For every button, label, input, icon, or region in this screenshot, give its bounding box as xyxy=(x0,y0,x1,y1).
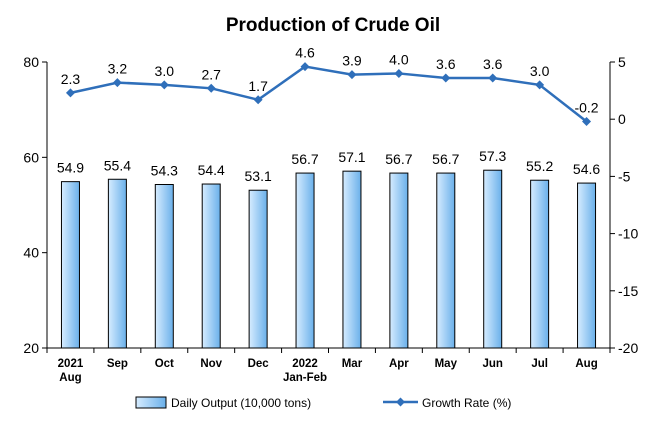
line-value-label: 3.6 xyxy=(436,56,456,72)
line-value-label: 3.9 xyxy=(342,53,362,69)
right-tick-label: -20 xyxy=(618,340,638,356)
line-point-marker xyxy=(582,116,592,126)
bar-value-label: 56.7 xyxy=(385,151,412,167)
axes: 20 40 60 80 5 0 -5 -10 -15 -20 2021 Aug Sep Oct Nov Dec… xyxy=(23,54,638,384)
legend-line-label: Growth Rate (%) xyxy=(422,396,511,410)
bar xyxy=(295,172,315,349)
x-tick-label: Dec xyxy=(248,358,270,370)
bar xyxy=(248,189,268,349)
bar xyxy=(107,178,127,349)
bar xyxy=(201,183,221,349)
bar xyxy=(342,170,362,349)
line-point-marker xyxy=(300,62,310,72)
bar xyxy=(577,182,597,349)
data-labels: 54.9 55.4 54.3 54.4 53.1 56.7 57.1 56.7 56.7 57.3… xyxy=(57,45,601,185)
left-tick-label: 80 xyxy=(23,54,39,70)
right-tick-label: -5 xyxy=(618,168,631,184)
x-tick-label: Oct xyxy=(155,358,174,370)
line-point-marker xyxy=(112,78,122,88)
line-value-label: -0.2 xyxy=(574,99,598,115)
x-tick-label: 2022 xyxy=(292,358,318,370)
bar-value-label: 54.3 xyxy=(151,163,178,179)
line-value-label: 3.0 xyxy=(155,63,175,79)
line-point-marker xyxy=(488,73,498,83)
bar-value-label: 56.7 xyxy=(291,151,318,167)
left-tick-label: 40 xyxy=(23,245,39,261)
bar-value-label: 54.4 xyxy=(198,162,225,178)
legend-line-marker xyxy=(396,397,405,407)
legend: Daily Output (10,000 tons) Growth Rate (%… xyxy=(135,396,511,410)
right-tick-label: 0 xyxy=(618,111,626,127)
line-point-marker xyxy=(441,73,451,83)
bar-value-label: 57.3 xyxy=(479,148,506,164)
line-value-label: 4.6 xyxy=(295,45,315,61)
bar xyxy=(389,172,409,349)
line-value-label: 3.6 xyxy=(483,56,503,72)
line-value-label: 3.2 xyxy=(108,61,128,77)
line-series xyxy=(65,62,592,126)
bar-value-label: 55.2 xyxy=(526,158,553,174)
line-point-marker xyxy=(65,88,75,98)
right-tick-label: 5 xyxy=(618,54,626,70)
x-tick-label: 2021 xyxy=(58,358,84,370)
bar-value-label: 56.7 xyxy=(432,151,459,167)
bar-value-label: 54.9 xyxy=(57,160,84,176)
bar-value-label: 57.1 xyxy=(338,149,365,165)
line-value-label: 4.0 xyxy=(389,51,409,67)
bar xyxy=(483,169,503,349)
line-value-label: 3.0 xyxy=(530,63,550,79)
x-tick-label: Jan-Feb xyxy=(283,372,327,384)
bar xyxy=(530,179,550,349)
line-point-marker xyxy=(394,68,404,78)
right-tick-label: -15 xyxy=(618,283,638,299)
line-value-label: 1.7 xyxy=(248,78,268,94)
line-point-marker xyxy=(206,83,216,93)
x-tick-label: Sep xyxy=(107,358,128,370)
right-tick-label: -10 xyxy=(618,226,638,242)
x-tick-label: Mar xyxy=(342,358,363,370)
left-tick-label: 20 xyxy=(23,340,39,356)
legend-bar-swatch xyxy=(135,396,167,409)
bar-series xyxy=(60,169,597,349)
x-tick-label: Apr xyxy=(389,358,409,370)
bar xyxy=(154,184,174,349)
line-point-marker xyxy=(159,80,169,90)
x-tick-label: Jul xyxy=(531,358,548,370)
line-point-marker xyxy=(347,70,357,80)
line-value-label: 2.7 xyxy=(201,66,221,82)
x-tick-label: Nov xyxy=(200,358,222,370)
x-tick-label: Aug xyxy=(59,372,81,384)
bar xyxy=(60,181,80,349)
chart-title: Production of Crude Oil xyxy=(226,15,440,36)
bar-value-label: 53.1 xyxy=(245,168,272,184)
line-value-label: 2.3 xyxy=(61,71,81,87)
growth-rate-line xyxy=(70,65,588,123)
x-tick-label: May xyxy=(435,358,458,370)
bar xyxy=(436,172,456,349)
x-tick-label: Aug xyxy=(575,358,597,370)
x-tick-label: Jun xyxy=(482,358,502,370)
left-tick-label: 60 xyxy=(23,149,39,165)
bar-value-label: 55.4 xyxy=(104,157,131,173)
bar-value-label: 54.6 xyxy=(573,161,600,177)
line-point-marker xyxy=(253,95,263,105)
line-point-marker xyxy=(535,80,545,90)
legend-bar-label: Daily Output (10,000 tons) xyxy=(171,396,311,410)
